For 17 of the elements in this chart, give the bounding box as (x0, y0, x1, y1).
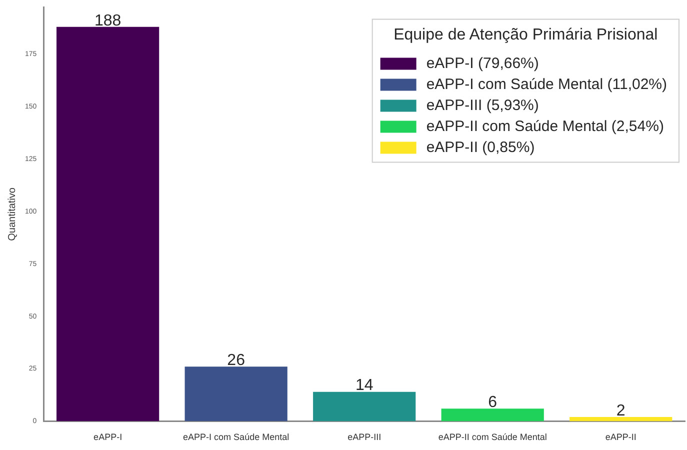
x-tick-label: eAPP-I com Saúde Mental (183, 432, 290, 442)
x-tick-label: eAPP-II (605, 432, 636, 442)
legend-label: eAPP-II com Saúde Mental (2,54%) (426, 118, 664, 135)
legend-title: Equipe de Atenção Primária Prisional (394, 26, 658, 44)
legend-label: eAPP-II (0,85%) (426, 138, 535, 156)
y-axis-title: Quantitativo (6, 187, 18, 241)
x-tick-label: eAPP-II com Saúde Mental (438, 432, 547, 442)
x-tick-label: eAPP-I (94, 432, 122, 442)
data-label: 26 (227, 352, 246, 370)
legend-label: eAPP-III (5,93%) (426, 96, 539, 114)
legend-label: eAPP-I com Saúde Mental (11,02%) (426, 76, 668, 93)
data-label: 14 (355, 377, 374, 394)
data-label: 6 (488, 394, 498, 412)
legend-label: eAPP-I (79,66%) (426, 54, 539, 72)
data-label: 188 (94, 12, 122, 30)
data-label: 2 (616, 402, 626, 420)
x-tick-label: eAPP-III (348, 432, 382, 442)
